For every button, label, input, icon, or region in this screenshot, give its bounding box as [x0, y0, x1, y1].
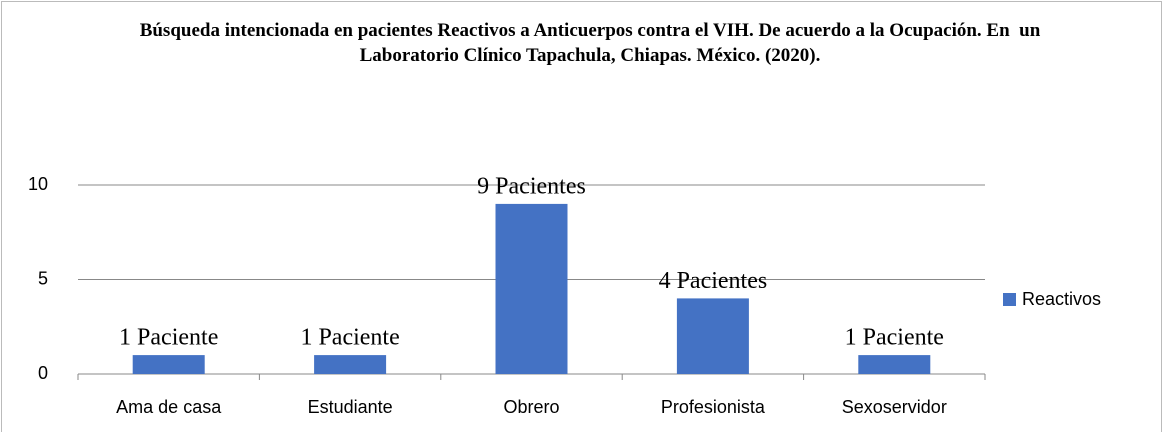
x-tick-label: Sexoservidor	[842, 397, 947, 417]
bar	[495, 203, 568, 374]
y-tick-label: 5	[38, 268, 48, 288]
value-label: 1 Paciente	[119, 325, 218, 351]
y-tick-label: 10	[28, 174, 48, 194]
x-tick-label: Obrero	[503, 397, 559, 417]
legend-label: Reactivos	[1022, 289, 1101, 309]
value-label: 1 Paciente	[845, 325, 944, 351]
value-label: 4 Pacientes	[659, 268, 768, 294]
chart-title: Búsqueda intencionada en pacientes React…	[139, 20, 1046, 66]
value-label: 1 Paciente	[300, 325, 399, 351]
x-tick-label: Estudiante	[308, 397, 393, 417]
value-label: 9 Pacientes	[477, 173, 586, 199]
bar	[858, 355, 931, 374]
bar	[314, 355, 387, 374]
x-tick-label: Ama de casa	[116, 397, 222, 417]
bar	[676, 298, 749, 374]
legend-swatch	[1003, 293, 1016, 306]
y-tick-label: 0	[38, 363, 48, 383]
bar	[132, 355, 205, 374]
x-tick-label: Profesionista	[661, 397, 766, 417]
